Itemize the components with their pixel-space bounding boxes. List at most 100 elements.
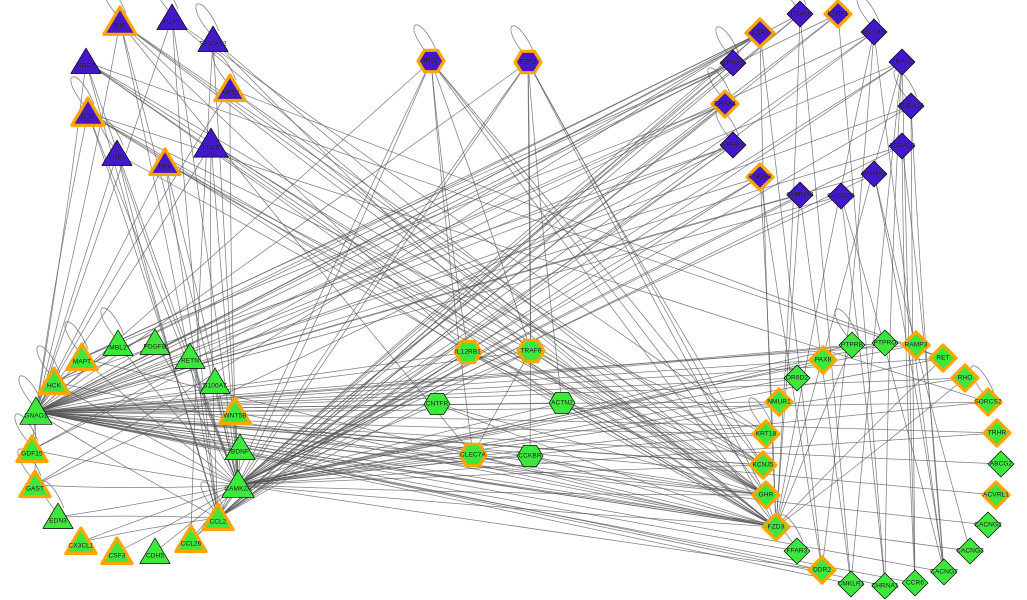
diamond-node-shape[interactable] [981,480,1011,510]
graph-node-mif[interactable]: MIF [101,3,139,41]
diamond-node-shape[interactable] [871,329,899,357]
graph-node-trpv1[interactable]: TRPV1 [885,45,919,79]
graph-node-pdgfb[interactable]: PDGFB [137,325,173,361]
graph-node-il12rb1[interactable]: IL12RB1 [451,335,485,369]
triangle-node-shape[interactable] [221,469,255,498]
diamond-node-shape[interactable] [808,345,838,375]
diamond-node-shape[interactable] [719,131,747,159]
triangle-node-shape[interactable] [156,3,188,30]
triangle-node-shape[interactable] [64,526,98,556]
triangle-node-shape[interactable] [174,342,206,369]
diamond-node-shape[interactable] [888,48,916,76]
graph-node-artn[interactable]: ARTN [212,71,248,107]
diamond-node-shape[interactable] [838,331,866,359]
hexagon-node-shape[interactable] [513,49,543,75]
triangle-node-shape[interactable] [42,502,74,529]
triangle-node-shape[interactable] [213,73,247,103]
diamond-node-shape[interactable] [827,182,855,210]
graph-node-ghr[interactable]: GHR [749,478,783,512]
graph-node-bdnf[interactable]: BDNF [222,430,258,466]
graph-node-nmur1[interactable]: NMUR1 [762,385,796,419]
diamond-node-shape[interactable] [974,511,1002,539]
hexagon-node-shape[interactable] [548,391,576,415]
graph-node-irs1[interactable]: IRS1 [414,44,448,78]
graph-node-acvrl1[interactable]: ACVRL1 [979,478,1013,512]
graph-node-scn3b[interactable]: SCN3B [857,15,891,49]
graph-node-esr2[interactable]: ESR2 [511,45,545,79]
graph-node-cmklr1[interactable]: CMKLR1 [834,567,868,600]
graph-node-frk[interactable]: FRK [147,145,183,181]
diamond-node-shape[interactable] [901,330,931,360]
triangle-node-shape[interactable] [65,342,99,372]
graph-node-ccl26[interactable]: CCL26 [173,522,209,558]
graph-node-cx3cl1[interactable]: CX3CL1 [63,524,99,560]
triangle-node-shape[interactable] [193,127,229,158]
diamond-node-shape[interactable] [719,49,747,77]
diamond-node-shape[interactable] [930,558,958,586]
graph-node-cckbr[interactable]: CCKBR [513,439,547,473]
graph-node-cnga3[interactable]: CNGA3 [743,160,777,194]
triangle-node-shape[interactable] [139,537,171,564]
graph-node-csf3[interactable]: CSF3 [99,534,135,570]
hexagon-node-shape[interactable] [416,48,446,74]
triangle-node-shape[interactable] [101,139,133,166]
graph-node-ptpro[interactable]: PTPRO [868,326,902,360]
graph-node-nrg1[interactable]: NRG1 [68,44,104,80]
diamond-node-shape[interactable] [901,569,929,597]
triangle-node-shape[interactable] [224,433,256,460]
graph-node-gast[interactable]: GAST [17,467,53,503]
triangle-node-shape[interactable] [197,25,229,52]
graph-node-gnao1[interactable]: GNAO1 [17,393,55,431]
triangle-node-shape[interactable] [37,366,71,396]
triangle-node-shape[interactable] [102,329,134,356]
graph-node-camk2a[interactable]: CAMK2A [219,466,257,504]
triangle-node-shape[interactable] [70,47,102,74]
diamond-node-shape[interactable] [761,512,791,542]
diamond-node-shape[interactable] [783,537,811,565]
graph-node-actn2[interactable]: ACTN2 [545,386,579,420]
graph-node-trhr[interactable]: TRHR [980,416,1014,450]
hexagon-node-shape[interactable] [458,442,488,468]
graph-node-cntfr[interactable]: CNTFR [420,387,454,421]
diamond-node-shape[interactable] [783,364,811,392]
graph-node-cdh5[interactable]: CDH5 [137,534,173,570]
diamond-node-shape[interactable] [751,419,781,449]
graph-node-cacng6[interactable]: CACNG6 [824,179,858,213]
triangle-node-shape[interactable] [70,96,106,127]
diamond-node-shape[interactable] [928,343,958,373]
diamond-node-shape[interactable] [973,387,1003,417]
graph-node-ptprb[interactable]: PTPRB [835,328,869,362]
graph-node-klrf1[interactable]: KLRF1 [821,0,855,31]
diamond-node-shape[interactable] [950,363,980,393]
graph-node-epha4[interactable]: EPHA4 [708,87,742,121]
diamond-node-shape[interactable] [956,537,984,565]
hexagon-node-shape[interactable] [453,339,483,365]
graph-node-chrna1[interactable]: CHRNA1 [868,569,902,600]
graph-node-clec7a[interactable]: CLEC7A [456,438,490,472]
diamond-node-shape[interactable] [860,18,888,46]
graph-node-ccr6[interactable]: CCR6 [898,566,932,600]
graph-node-kcnj5[interactable]: KCNJ5 [746,448,780,482]
diamond-node-shape[interactable] [982,418,1012,448]
triangle-node-shape[interactable] [199,367,231,394]
diamond-node-shape[interactable] [748,450,778,480]
graph-node-adra1a[interactable]: ADRA1A [894,89,928,123]
hexagon-node-shape[interactable] [516,444,544,468]
graph-node-itga8[interactable]: ITGA8 [783,0,817,31]
triangle-node-shape[interactable] [201,502,235,532]
diamond-node-shape[interactable] [897,92,925,120]
diamond-node-shape[interactable] [860,160,888,188]
diamond-node-shape[interactable] [786,0,814,28]
diamond-node-shape[interactable] [764,387,794,417]
diamond-node-shape[interactable] [871,572,899,600]
diamond-node-shape[interactable] [888,132,916,160]
triangle-node-shape[interactable] [19,396,53,425]
graph-node-krt18[interactable]: KRT18 [749,417,783,451]
graph-node-amhr2[interactable]: AMHR2 [857,157,891,191]
triangle-node-shape[interactable] [15,434,49,464]
triangle-node-shape[interactable] [148,147,182,177]
graph-node-epha5[interactable]: EPHA5 [716,46,750,80]
graph-node-gdf15[interactable]: GDF15 [14,432,50,468]
